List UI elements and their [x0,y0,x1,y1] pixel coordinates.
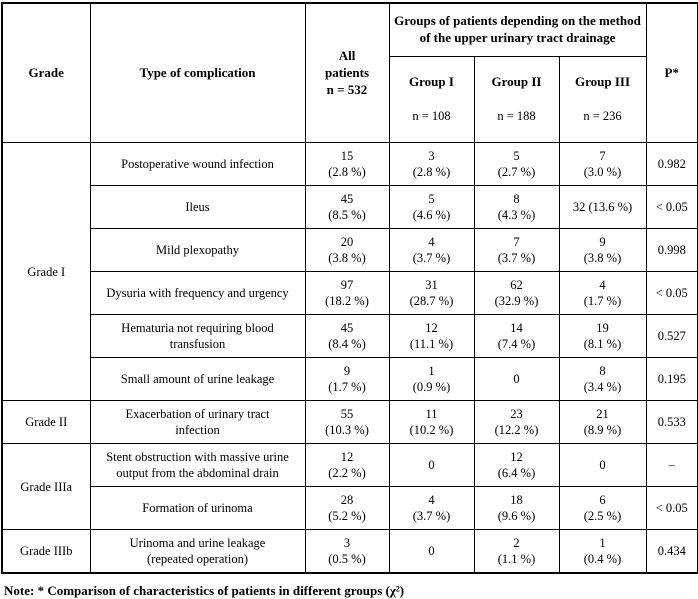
col-header-p: P* [645,2,698,144]
type-cell: Dysuria with frequency and urgency [89,271,306,316]
group2-cell: 14 (7.4 %) [473,314,560,359]
group3-n: n = 236 [583,109,622,124]
group3-cell: 21 (8.9 %) [558,400,647,445]
group3-cell: 9 (3.8 %) [558,228,647,273]
grade-cell-grade1: Grade I [1,142,91,402]
type-cell: Postoperative wound infection [89,142,306,187]
all-patients-cell: 9 (1.7 %) [304,357,390,402]
table-row: Formation of urinoma 28 (5.2 %) 4 (3.7 %… [2,486,698,531]
type-cell: Stent obstruction with massive urine out… [89,443,306,488]
group2-cell: 18 (9.6 %) [473,486,560,531]
type-cell: Small amount of urine leakage [89,357,306,402]
group1-cell: 12 (11.1 %) [388,314,475,359]
all-patients-cell: 20 (3.8 %) [304,228,390,273]
complications-table: Grade Type of complication All patients … [1,2,698,574]
group1-cell: 0 [388,529,475,574]
col-header-group1: Group I n = 108 [388,55,475,144]
table-row: Small amount of urine leakage 9 (1.7 %) … [2,357,698,402]
group3-cell: 7 (3.0 %) [558,142,647,187]
group3-cell: 8 (3.4 %) [558,357,647,402]
group1-cell: 0 [388,443,475,488]
all-patients-cell: 45 (8.5 %) [304,185,390,230]
all-patients-cell: 45 (8.4 %) [304,314,390,359]
group2-cell: 12 (6.4 %) [473,443,560,488]
p-value-cell: 0.998 [645,228,698,273]
all-patients-cell: 55 (10.3 %) [304,400,390,445]
col-header-groups-title: Groups of patients depending on the meth… [388,2,647,57]
table-row: Mild plexopathy 20 (3.8 %) 4 (3.7 %) 7 (… [2,228,698,273]
table-row: Dysuria with frequency and urgency 97 (1… [2,271,698,316]
p-value-cell: 0.195 [645,357,698,402]
p-value-cell: 0.982 [645,142,698,187]
group2-cell: 0 [473,357,560,402]
all-patients-cell: 3 (0.5 %) [304,529,390,574]
group1-n: n = 108 [412,109,451,124]
group3-cell: 4 (1.7 %) [558,271,647,316]
header-row-sub: Group I n = 108 Group II n = 188 Group I… [2,55,698,144]
group1-cell: 3 (2.8 %) [388,142,475,187]
p-value-cell: 0.527 [645,314,698,359]
group3-cell: 0 [558,443,647,488]
p-value-cell: – [645,443,698,488]
group3-label: Group III [574,74,631,90]
group3-cell: 32 (13.6 %) [558,185,647,230]
group1-label: Group I [409,74,454,90]
group2-n: n = 188 [497,109,536,124]
all-patients-cell: 28 (5.2 %) [304,486,390,531]
group1-cell: 5 (4.6 %) [388,185,475,230]
table-row: Grade II Exacerbation of urinary tract i… [1,400,698,445]
grade-cell-grade2: Grade II [1,400,91,445]
group2-cell: 7 (3.7 %) [473,228,560,273]
type-cell: Formation of urinoma [89,486,306,531]
col-header-group2: Group II n = 188 [473,55,560,144]
group3-cell: 6 (2.5 %) [558,486,647,531]
table-row: Grade I Postoperative wound infection 15… [1,142,698,402]
grade-cell-grade3a: Grade IIIa [1,443,91,531]
table-row: Ileus 45 (8.5 %) 5 (4.6 %) 8 (4.3 %) 32 … [2,185,698,230]
p-value-cell: 0.533 [645,400,698,445]
type-cell: Urinoma and urine leakage (repeated oper… [89,529,306,574]
footnote: Note: * Comparison of characteristics of… [4,582,405,598]
group2-cell: 8 (4.3 %) [473,185,560,230]
header-row-top: Grade Type of complication All patients … [1,2,698,144]
type-cell: Hematuria not requiring blood transfusio… [89,314,306,359]
group2-cell: 62 (32.9 %) [473,271,560,316]
group1-cell: 4 (3.7 %) [388,228,475,273]
type-cell: Mild plexopathy [89,228,306,273]
col-header-grade: Grade [1,2,91,144]
p-value-cell: 0.434 [645,529,698,574]
table-row: Hematuria not requiring blood transfusio… [2,314,698,359]
col-header-type: Type of complication [89,2,306,144]
group1-cell: 11 (10.2 %) [388,400,475,445]
p-value-cell: < 0.05 [645,185,698,230]
table-row: Grade IIIa Stent obstruction with massiv… [1,443,698,531]
group2-cell: 23 (12.2 %) [473,400,560,445]
group3-cell: 1 (0.4 %) [558,529,647,574]
p-value-cell: < 0.05 [645,486,698,531]
group1-cell: 1 (0.9 %) [388,357,475,402]
type-cell: Exacerbation of urinary tract infection [89,400,306,445]
col-header-group3: Group III n = 236 [558,55,647,144]
table-row: Grade IIIb Urinoma and urine leakage (re… [1,529,698,574]
group1-cell: 31 (28.7 %) [388,271,475,316]
type-cell: Ileus [89,185,306,230]
group1-cell: 4 (3.7 %) [388,486,475,531]
group3-cell: 19 (8.1 %) [558,314,647,359]
all-patients-cell: 12 (2.2 %) [304,443,390,488]
all-patients-cell: 97 (18.2 %) [304,271,390,316]
p-value-cell: < 0.05 [645,271,698,316]
group2-cell: 5 (2.7 %) [473,142,560,187]
col-header-all-patients: All patients n = 532 [304,2,390,144]
grade-cell-grade3b: Grade IIIb [1,529,91,574]
group2-cell: 2 (1.1 %) [473,529,560,574]
all-patients-cell: 15 (2.8 %) [304,142,390,187]
group2-label: Group II [491,74,542,90]
